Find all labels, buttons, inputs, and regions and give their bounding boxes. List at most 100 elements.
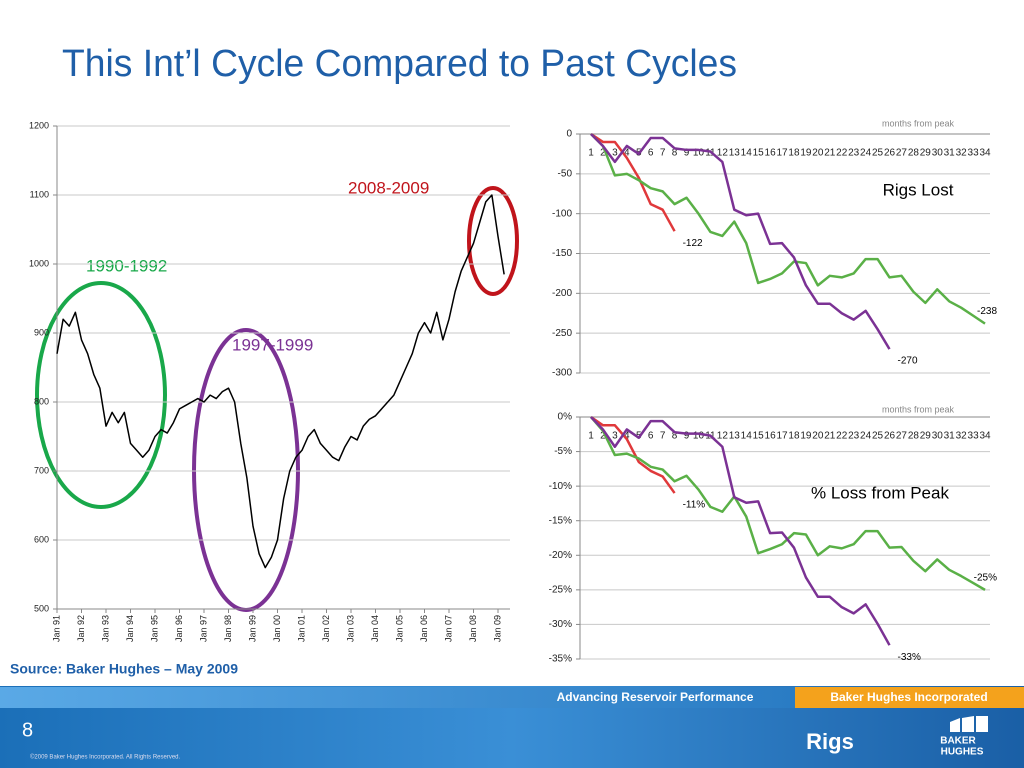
x-tick-label: 19 — [800, 148, 812, 159]
highlight-ring — [35, 281, 167, 509]
x-tick-label: 2 — [600, 431, 606, 442]
x-tick-label: 24 — [860, 431, 872, 442]
x-tick-label: 13 — [729, 431, 741, 442]
series-line — [590, 416, 986, 591]
x-tick-label: 6 — [648, 148, 654, 159]
slide-title: This Int’l Cycle Compared to Past Cycles — [62, 43, 737, 85]
footer-band — [0, 687, 795, 708]
x-tick-label: 20 — [812, 431, 824, 442]
x-tick-label: 14 — [741, 431, 753, 442]
x-tick-label: Jan 06 — [419, 615, 429, 642]
x-tick-label: 10 — [693, 148, 705, 159]
y-tick-label: 600 — [34, 534, 49, 544]
y-tick-label: 0% — [558, 412, 573, 423]
x-tick-label: 29 — [920, 148, 932, 159]
data-label: -122 — [683, 238, 703, 249]
y-tick-label: 800 — [34, 396, 49, 406]
highlight-ring — [192, 328, 300, 612]
x-tick-label: 6 — [648, 431, 654, 442]
x-tick-label: 10 — [693, 431, 705, 442]
x-tick-label: 22 — [836, 148, 848, 159]
x-axis-label: months from peak — [882, 404, 955, 414]
x-tick-label: Jan 94 — [125, 615, 135, 642]
y-tick-label: -10% — [549, 481, 572, 492]
x-tick-label: 25 — [872, 431, 884, 442]
source-note: Source: Baker Hughes – May 2009 — [10, 661, 238, 677]
x-tick-label: Jan 08 — [468, 615, 478, 642]
x-tick-label: 1 — [588, 148, 594, 159]
x-tick-label: 28 — [908, 431, 920, 442]
x-tick-label: 33 — [968, 148, 980, 159]
x-tick-label: 32 — [956, 431, 968, 442]
x-tick-label: 27 — [896, 431, 908, 442]
chart-title: Rigs Lost — [883, 180, 954, 199]
x-tick-label: 4 — [624, 431, 630, 442]
x-tick-label: 25 — [872, 148, 884, 159]
x-tick-label: 34 — [979, 431, 991, 442]
y-tick-label: -250 — [552, 328, 572, 339]
x-tick-label: 16 — [765, 431, 777, 442]
x-tick-label: Jan 98 — [223, 615, 233, 642]
x-tick-label: 31 — [944, 148, 956, 159]
y-tick-label: 1100 — [30, 189, 49, 199]
x-tick-label: Jan 02 — [321, 615, 331, 642]
series-line — [590, 416, 891, 646]
footer-band-orange — [795, 687, 1024, 708]
annotation: 1990-1992 — [86, 256, 167, 275]
y-tick-label: 1200 — [29, 120, 49, 130]
x-tick-label: 28 — [908, 148, 920, 159]
y-tick-label: -20% — [549, 550, 572, 561]
x-tick-label: 4 — [624, 148, 630, 159]
x-tick-label: 15 — [753, 148, 765, 159]
x-tick-label: 27 — [896, 148, 908, 159]
slide-number: 8 — [22, 719, 33, 741]
x-tick-label: 9 — [684, 431, 690, 442]
x-tick-label: 13 — [729, 148, 741, 159]
x-tick-label: 15 — [753, 431, 765, 442]
x-tick-label: 19 — [800, 431, 812, 442]
x-tick-label: 16 — [765, 148, 777, 159]
x-tick-label: 30 — [932, 148, 944, 159]
x-tick-label: 3 — [612, 148, 618, 159]
x-tick-label: 23 — [848, 148, 860, 159]
series-line — [590, 133, 891, 350]
x-tick-label: 8 — [672, 431, 678, 442]
x-tick-label: 30 — [932, 431, 944, 442]
x-tick-label: 17 — [776, 431, 788, 442]
data-label: -270 — [898, 356, 918, 367]
tagline: Advancing Reservoir Performance — [557, 690, 754, 704]
x-tick-label: Jan 09 — [492, 615, 502, 642]
x-tick-label: 2 — [600, 148, 606, 159]
x-tick-label: 34 — [979, 148, 991, 159]
x-tick-label: 22 — [836, 431, 848, 442]
x-tick-label: 32 — [956, 148, 968, 159]
x-tick-label: Jan 92 — [76, 615, 86, 642]
x-tick-label: Jan 01 — [296, 615, 306, 642]
y-tick-label: -5% — [554, 446, 572, 457]
x-tick-label: Jan 99 — [247, 615, 257, 642]
series-line — [590, 132, 676, 232]
y-tick-label: -50 — [558, 168, 573, 179]
company-name: Baker Hughes Incorporated — [830, 690, 987, 704]
y-tick-label: -200 — [552, 288, 572, 299]
x-tick-label: 31 — [944, 431, 956, 442]
y-tick-label: 900 — [34, 327, 49, 337]
annotation: 2008-2009 — [348, 178, 429, 197]
annotation: 1997-1999 — [232, 335, 313, 354]
x-tick-label: Jan 96 — [174, 615, 184, 642]
logo-text: HUGHES — [941, 747, 984, 758]
x-tick-label: 26 — [884, 431, 896, 442]
y-tick-label: 700 — [34, 465, 49, 475]
x-tick-label: Jan 03 — [345, 615, 355, 642]
series-line — [590, 415, 676, 494]
series-line — [590, 133, 986, 325]
x-tick-label: 3 — [612, 431, 618, 442]
x-tick-label: 18 — [788, 148, 800, 159]
x-tick-label: 14 — [741, 148, 753, 159]
x-tick-label: 29 — [920, 431, 932, 442]
x-tick-label: Jan 91 — [51, 615, 61, 642]
copyright: ©2009 Baker Hughes Incorporated. All Rig… — [30, 754, 181, 761]
x-tick-label: 8 — [672, 148, 678, 159]
x-tick-label: 9 — [684, 148, 690, 159]
y-tick-label: 0 — [566, 129, 572, 140]
